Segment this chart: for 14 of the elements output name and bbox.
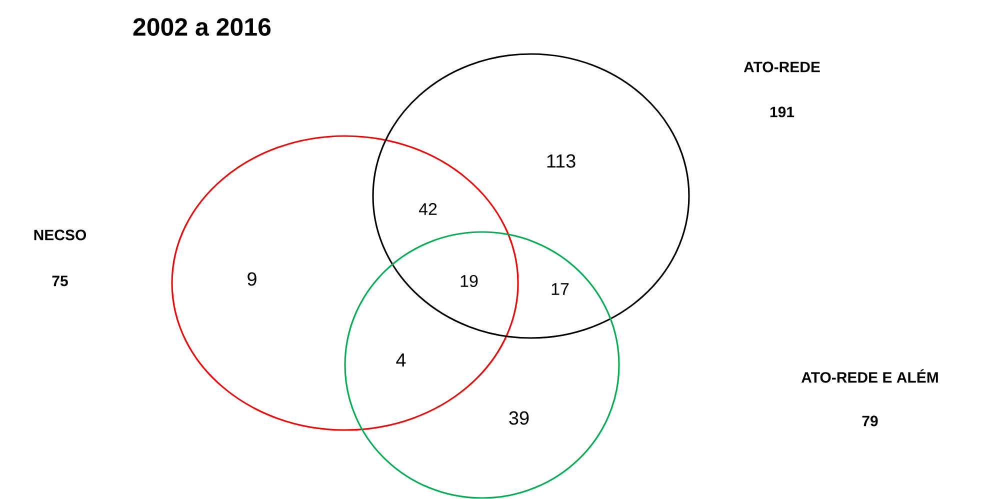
category-label: ATO-REDE E ALÉM bbox=[801, 369, 938, 383]
data-label: 191 bbox=[770, 106, 794, 118]
data-label: 79 bbox=[862, 416, 878, 426]
text: 9 bbox=[248, 272, 256, 286]
text: 42 bbox=[418, 203, 437, 216]
text: 39 bbox=[509, 411, 529, 425]
category-label: NECSO bbox=[34, 230, 86, 240]
text: 113 bbox=[547, 154, 576, 168]
text: 17 bbox=[552, 283, 569, 295]
text: 2002 a 2016 bbox=[133, 18, 271, 36]
category-label: ATO-REDE bbox=[744, 62, 820, 72]
text: 19 bbox=[460, 275, 478, 288]
text: 4 bbox=[396, 354, 406, 367]
data-label: 75 bbox=[52, 276, 68, 286]
